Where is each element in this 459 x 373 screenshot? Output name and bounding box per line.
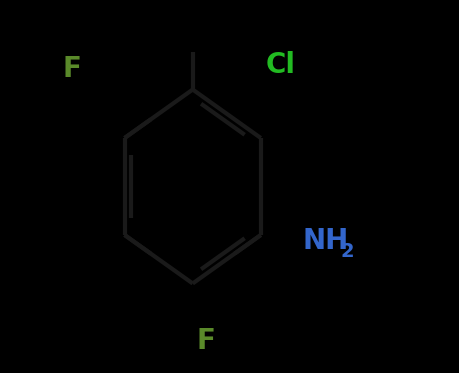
Text: 2: 2 xyxy=(339,242,353,261)
Text: F: F xyxy=(62,55,81,83)
Text: Cl: Cl xyxy=(265,51,295,79)
Text: NH: NH xyxy=(302,226,348,255)
Text: F: F xyxy=(196,327,215,355)
